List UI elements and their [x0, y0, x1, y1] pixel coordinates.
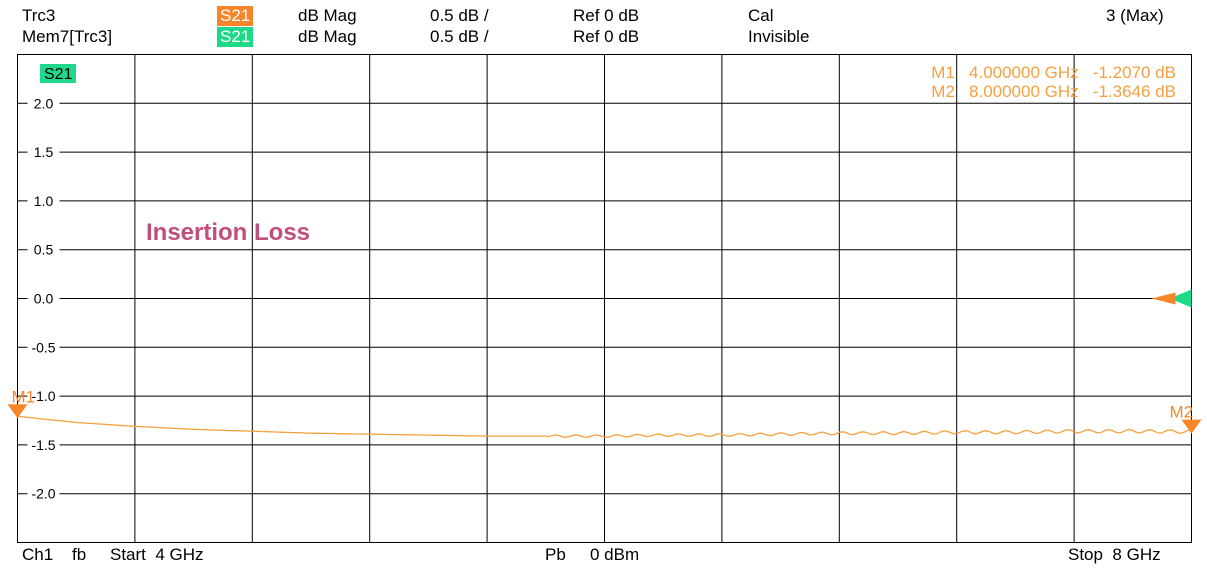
y-tick-label-background	[27, 338, 60, 357]
marker-m2-symbol[interactable]	[1181, 419, 1202, 434]
cal-status: Cal	[748, 6, 774, 25]
y-tick-label-background	[27, 435, 60, 454]
memory-visibility: Invisible	[748, 27, 810, 46]
marker-m2-readout: M2 8.000000 GHz -1.3646 dB	[931, 82, 1176, 101]
y-tick-label-background	[27, 191, 60, 210]
y-tick-label: -2.0	[31, 486, 55, 502]
memory-ref-arrow	[1169, 289, 1192, 308]
trace-scale[interactable]: 0.5 dB /	[430, 6, 489, 25]
memory-ref[interactable]: Ref 0 dB	[573, 27, 640, 46]
memory-trace-name[interactable]: Mem7[Trc3]	[22, 27, 113, 46]
power-value[interactable]: 0 dBm	[590, 545, 640, 564]
y-tick-label: -1.5	[31, 437, 55, 453]
y-tick-label-background	[27, 94, 60, 113]
y-tick-label: 2.0	[34, 95, 54, 111]
insertion-loss-annotation: Insertion Loss	[146, 219, 310, 246]
y-tick-label: -0.5	[31, 339, 55, 355]
memory-format[interactable]: dB Mag	[298, 27, 357, 46]
trace-ref-arrow	[1151, 292, 1176, 305]
y-tick-labels: 2.0 1.5 1.0 0.5 0.0 -0.5 -1.0 -1.5 -2.0	[27, 94, 60, 503]
y-tick-label: 1.0	[34, 193, 54, 209]
y-tick-label: 0.5	[34, 242, 54, 258]
trace-name[interactable]: Trc3	[22, 6, 56, 25]
marker-m1-readout: M1 4.000000 GHz -1.2070 dB	[931, 63, 1176, 82]
y-tick-label: 0.0	[34, 291, 54, 307]
reference-level-arrows	[1151, 289, 1192, 308]
y-tick-label-background	[27, 484, 60, 503]
y-tick-label-background	[27, 387, 60, 406]
y-tick-label-background	[27, 240, 60, 259]
trace-parameter-badge[interactable]: S21	[217, 6, 254, 26]
memory-scale[interactable]: 0.5 dB /	[430, 27, 489, 46]
y-tick-label-background	[27, 143, 60, 162]
channel-label: Ch1	[22, 545, 54, 564]
marker-count: 3 (Max)	[1106, 6, 1164, 25]
trace-format[interactable]: dB Mag	[298, 6, 357, 25]
start-frequency[interactable]: Start 4 GHz	[110, 545, 204, 564]
y-tick-label-background	[27, 289, 60, 308]
power-label: Pb	[545, 545, 566, 564]
plot-badge: S21	[44, 66, 73, 83]
marker-m1-label: M1	[12, 387, 36, 406]
y-tick-label: 1.5	[34, 144, 54, 160]
memory-parameter-badge[interactable]: S21	[217, 27, 254, 47]
plot-badge-background	[40, 64, 76, 83]
markers[interactable]: M1 M2	[7, 387, 1202, 434]
y-tick-label: -1.0	[31, 388, 55, 404]
marker-m1-symbol[interactable]	[7, 404, 28, 419]
trace-ref[interactable]: Ref 0 dB	[573, 6, 640, 25]
grid-lines	[17, 54, 1192, 543]
marker-m2-label: M2	[1170, 403, 1194, 422]
stop-frequency[interactable]: Stop 8 GHz	[1068, 545, 1161, 564]
channel-mode: fb	[72, 545, 87, 564]
s21-trace-line[interactable]	[17, 415, 1192, 438]
